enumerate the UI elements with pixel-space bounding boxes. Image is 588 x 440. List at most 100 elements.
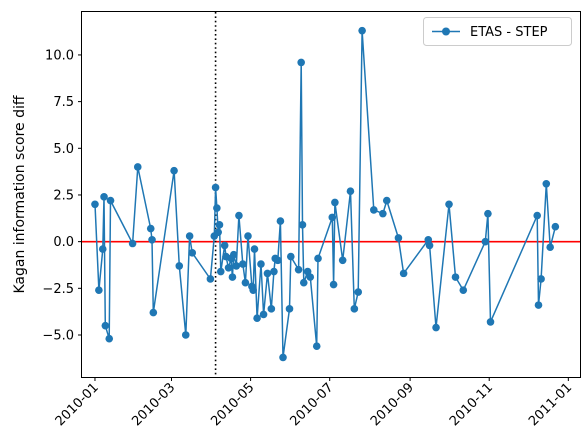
data-point [399, 269, 408, 278]
data-point [338, 256, 347, 265]
legend-marker-icon [442, 27, 450, 36]
data-point [534, 301, 543, 309]
data-point [314, 254, 322, 263]
data-point [382, 196, 391, 205]
data-point [328, 213, 337, 222]
data-point [224, 263, 233, 272]
y-axis: −5.0 −2.5 0.0 2.5 5.0 7.5 10.0 [42, 48, 82, 343]
data-point [297, 58, 305, 67]
data-point [354, 288, 363, 296]
data-point [358, 26, 366, 35]
legend-box [423, 17, 572, 46]
x-tick-label: 2010-05 [208, 380, 257, 429]
data-point [298, 221, 307, 229]
data-point [331, 198, 339, 207]
data-point [253, 314, 261, 322]
data-point [220, 241, 229, 250]
data-point [105, 334, 114, 343]
data-point [216, 267, 225, 276]
data-point [279, 353, 287, 362]
y-tick-label: 10.0 [45, 48, 74, 63]
data-point [259, 310, 268, 319]
x-tick-label: 2010-01 [53, 380, 102, 429]
data-point [244, 232, 252, 240]
x-tick-label: 2010-11 [447, 380, 496, 429]
data-point [537, 275, 545, 283]
data-point [285, 305, 294, 313]
data-point [229, 250, 238, 259]
data-point [146, 224, 155, 233]
data-point [299, 278, 308, 287]
plot-area [82, 12, 580, 377]
y-tick-label: 2.5 [53, 188, 74, 203]
data-point [239, 260, 247, 268]
data-point [481, 237, 490, 246]
data-point [257, 260, 265, 268]
data-point [214, 228, 222, 237]
plot-frame [81, 11, 581, 378]
data-point [100, 193, 108, 201]
x-tick-label: 2010-09 [368, 380, 417, 429]
series-line [94, 29, 557, 359]
y-tick-label: 5.0 [53, 142, 74, 157]
data-point [263, 269, 272, 278]
data-point [432, 323, 440, 332]
data-point [235, 211, 243, 220]
data-point [350, 305, 359, 313]
data-point [394, 234, 403, 242]
data-point [106, 196, 115, 205]
data-point [249, 286, 257, 294]
data-point [188, 249, 197, 257]
data-point [551, 222, 560, 231]
data-point [170, 166, 178, 175]
data-point [451, 273, 460, 281]
data-point [276, 217, 285, 225]
data-point [294, 265, 303, 274]
data-point [206, 275, 215, 283]
data-point [533, 211, 542, 220]
data-point [241, 278, 250, 287]
x-axis: 2010-01 2010-03 2010-05 2010-07 2010-09 2010-… [53, 377, 575, 429]
data-point [250, 245, 259, 253]
data-point [95, 286, 103, 294]
data-point [445, 200, 453, 209]
data-point [346, 187, 355, 196]
legend: ETAS - STEP [423, 17, 572, 46]
data-point [425, 241, 434, 250]
data-point [379, 209, 387, 218]
data-point [286, 252, 295, 261]
data-point [274, 256, 282, 265]
data-point [312, 342, 321, 350]
y-tick-label: 0.0 [53, 235, 74, 250]
data-point [185, 232, 194, 240]
y-tick-label: −5.0 [42, 328, 74, 343]
data-point [546, 243, 554, 252]
x-tick-label: 2010-03 [129, 380, 178, 429]
data-point [228, 273, 237, 281]
x-tick-label: 2011-01 [526, 380, 575, 429]
data-point [213, 204, 221, 212]
data-point [267, 305, 276, 313]
x-tick-label: 2010-07 [288, 380, 337, 429]
data-point [484, 209, 492, 218]
data-point [128, 239, 137, 248]
data-point [211, 183, 220, 192]
data-point [101, 321, 110, 330]
y-tick-label: −2.5 [42, 282, 74, 297]
data-point [98, 245, 107, 253]
data-point [329, 280, 338, 289]
data-point [175, 262, 184, 270]
y-tick-label: 7.5 [53, 95, 74, 110]
data-point [459, 286, 468, 294]
data-point [270, 267, 278, 276]
data-point [133, 163, 142, 171]
data-point [306, 273, 315, 281]
data-point [369, 206, 378, 214]
y-axis-label: Kagan information score diff [12, 95, 28, 293]
data-point [91, 200, 99, 209]
data-point [486, 318, 495, 326]
data-point [542, 179, 551, 188]
legend-entry-label: ETAS - STEP [470, 25, 548, 40]
data-point [215, 221, 224, 229]
